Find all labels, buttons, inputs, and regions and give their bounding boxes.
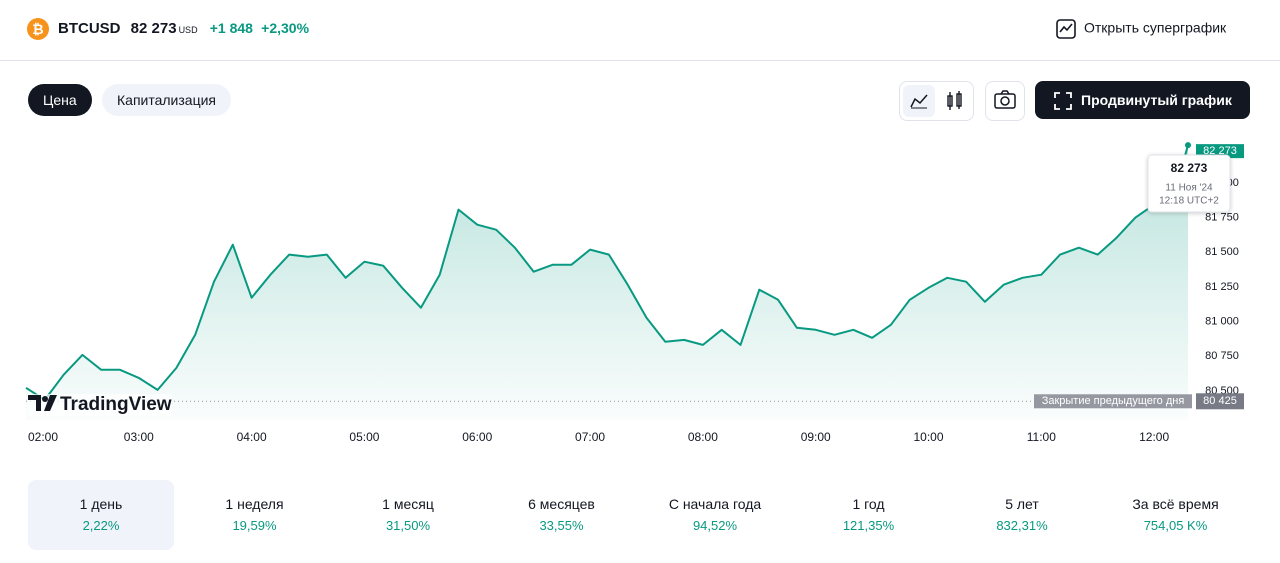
tab-price[interactable]: Цена bbox=[28, 84, 92, 116]
reference-label: Закрытие предыдущего дня bbox=[1042, 395, 1185, 407]
period-change: 94,52% bbox=[692, 518, 738, 533]
period-label: 6 месяцев bbox=[528, 496, 595, 512]
period-change: 2,22% bbox=[82, 518, 120, 533]
period[interactable]: За всё время 754,05 K% bbox=[1103, 480, 1249, 550]
reference-value-bg bbox=[1196, 393, 1244, 410]
period-change: 832,31% bbox=[996, 518, 1048, 533]
period-change: 754,05 K% bbox=[1143, 518, 1208, 533]
x-tick-label: 08:00 bbox=[688, 430, 718, 444]
x-tick-label: 06:00 bbox=[462, 430, 492, 444]
period-change: 121,35% bbox=[842, 518, 895, 533]
period-label: За всё время bbox=[1132, 496, 1219, 512]
chart-type-group bbox=[899, 81, 974, 121]
tooltip-time: 12:18 UTC+2 bbox=[1159, 196, 1219, 207]
open-supergraph-text: Открыть суперграфик bbox=[1084, 19, 1227, 36]
period[interactable]: 1 день 2,22% bbox=[28, 480, 174, 550]
tv-logo: TradingView bbox=[28, 394, 172, 416]
period[interactable]: 6 месяцев 33,55% bbox=[489, 480, 635, 550]
tab-cap[interactable]: Капитализация bbox=[102, 84, 231, 116]
x-tick-label: 02:00 bbox=[28, 430, 58, 444]
y-tick-label: 81 250 bbox=[1205, 281, 1239, 293]
period-label: 1 год bbox=[852, 496, 885, 512]
price-line bbox=[25, 144, 1189, 401]
x-tick-label: 07:00 bbox=[575, 430, 605, 444]
change-percent: +2,30% bbox=[261, 20, 310, 36]
btc-icon: ₿ bbox=[27, 18, 49, 40]
reference-value: 80 425 bbox=[1203, 395, 1237, 407]
x-tick-label: 03:00 bbox=[124, 430, 154, 444]
reference-label-bg bbox=[1034, 394, 1192, 409]
line-type-btn[interactable] bbox=[903, 85, 935, 117]
period-change: 19,59% bbox=[232, 518, 277, 533]
period-label: 1 неделя bbox=[225, 496, 284, 512]
x-tick-label: 05:00 bbox=[349, 430, 379, 444]
area bbox=[26, 145, 1188, 420]
tv-logo-text: TradingView bbox=[60, 394, 172, 415]
price: 82 273 bbox=[130, 20, 177, 37]
y-tick-label: 80 750 bbox=[1205, 350, 1239, 362]
advanced-chart-text: Продвинутый график bbox=[1081, 92, 1232, 108]
x-tick-label: 12:00 bbox=[1139, 430, 1169, 444]
tv-logo-icon bbox=[28, 395, 57, 411]
expand-icon bbox=[1054, 92, 1072, 111]
tooltip: 82 273 11 Ноя '24 12:18 UTC+2 bbox=[1147, 154, 1231, 213]
period-label: 1 месяц bbox=[382, 496, 434, 512]
candle-type-btn[interactable] bbox=[939, 85, 971, 117]
y-tick-label: 81 500 bbox=[1205, 246, 1239, 258]
period-label: 5 лет bbox=[1005, 496, 1039, 512]
y-tick-label: 81 750 bbox=[1205, 212, 1239, 224]
change: +1 848 bbox=[209, 20, 253, 36]
snapshot-btn[interactable] bbox=[985, 81, 1025, 121]
period-label: 1 день bbox=[79, 496, 123, 512]
camera-icon bbox=[994, 90, 1016, 109]
period[interactable]: 1 неделя 19,59% bbox=[182, 480, 328, 550]
x-tick-label: 09:00 bbox=[801, 430, 831, 444]
y-tick-label: 81 000 bbox=[1205, 315, 1239, 327]
chart-icon bbox=[1056, 19, 1076, 39]
line-icon bbox=[910, 94, 928, 109]
candle-icon bbox=[947, 91, 962, 110]
currency: USD bbox=[178, 25, 198, 35]
tooltip-date: 11 Ноя '24 bbox=[1165, 183, 1213, 194]
period[interactable]: С начала года 94,52% bbox=[642, 480, 788, 550]
symbol: BTCUSD bbox=[58, 20, 121, 37]
period[interactable]: 5 лет 832,31% bbox=[949, 480, 1095, 550]
x-tick-label: 04:00 bbox=[237, 430, 267, 444]
period[interactable]: 1 месяц 31,50% bbox=[335, 480, 481, 550]
advanced-chart-btn[interactable]: Продвинутый график bbox=[1035, 81, 1250, 119]
period-change: 31,50% bbox=[385, 518, 431, 533]
tooltip-price: 82 273 bbox=[1171, 161, 1208, 175]
period[interactable]: 1 год 121,35% bbox=[796, 480, 942, 550]
last-point bbox=[1185, 142, 1191, 149]
tooltip-bg bbox=[1147, 154, 1231, 213]
last-price-label: 82 273 bbox=[1203, 145, 1237, 157]
x-tick-label: 11:00 bbox=[1027, 430, 1056, 444]
period-change: 33,55% bbox=[539, 518, 584, 533]
x-tick-label: 10:00 bbox=[914, 430, 944, 444]
period-label: С начала года bbox=[668, 496, 762, 512]
ticker: BTCUSD 82 273 USD +1 848 +2,30% bbox=[58, 20, 309, 37]
open-supergraph[interactable]: Открыть суперграфик bbox=[1056, 19, 1226, 39]
